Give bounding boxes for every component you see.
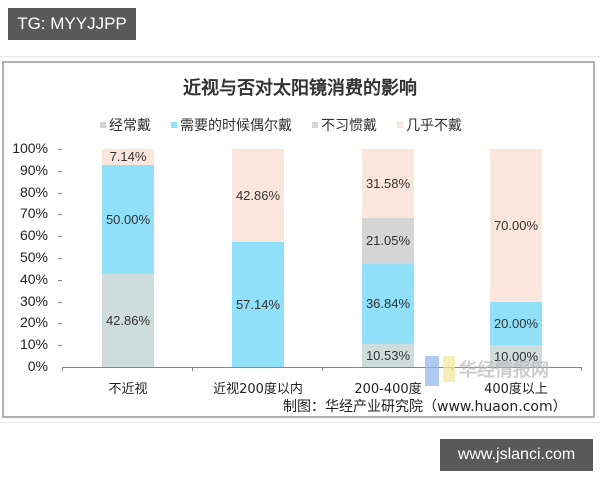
- watermark-logo-icon: [425, 356, 439, 386]
- bar-segment-rarely: 7.14%: [102, 149, 154, 165]
- legend-swatch-icon: [171, 122, 177, 128]
- legend-item-not-used-to: 不习惯戴: [312, 115, 377, 135]
- legend-label: 不习惯戴: [321, 118, 377, 134]
- bar-200-400: 10.53% 36.84% 21.05% 31.58%: [362, 149, 414, 367]
- legend-swatch-icon: [100, 122, 106, 128]
- y-tick-label: 20%: [19, 314, 48, 330]
- segment-label: 10.00%: [493, 348, 539, 364]
- segment-label: 20.00%: [493, 315, 539, 331]
- watermark: 华经情报网: [425, 356, 549, 386]
- bar-under-200: 57.14% 42.86%: [232, 149, 284, 367]
- y-tick-label: 60%: [19, 227, 48, 243]
- chart-source: 制图：华经产业研究院（www.huaon.com）: [283, 399, 567, 415]
- chart-title: 近视与否对太阳镜消费的影响: [183, 78, 417, 99]
- chart-legend: 经常戴 需要的时候偶尔戴 不习惯戴 几乎不戴: [100, 115, 462, 135]
- y-tick-label: 0%: [27, 358, 48, 374]
- y-tick-label: 40%: [19, 271, 48, 287]
- legend-item-rarely: 几乎不戴: [397, 115, 462, 135]
- legend-item-often: 经常戴: [100, 115, 151, 135]
- segment-label: 10.53%: [365, 348, 411, 363]
- segment-label: 42.86%: [235, 188, 281, 204]
- bar-segment-not-used-to: 21.05%: [362, 217, 414, 264]
- y-tick-label: 50%: [19, 249, 48, 265]
- legend-label: 几乎不戴: [406, 118, 462, 134]
- tag-top-left: TG: MYYJJPP: [8, 8, 136, 40]
- bar-segment-rarely: 70.00%: [490, 149, 542, 302]
- bar-segment-often: 10.53%: [362, 344, 414, 367]
- x-label-under-200: 近视200度以内: [213, 382, 303, 397]
- segment-label: 50.00%: [105, 211, 151, 227]
- y-tick-label: 90%: [19, 162, 48, 178]
- y-tick: [58, 193, 62, 194]
- bar-segment-rarely: 31.58%: [362, 149, 414, 218]
- bar-segment-often: 10.00%: [490, 345, 542, 367]
- tag-bottom-right: www.jslanci.com: [440, 439, 593, 471]
- y-tick-label: 30%: [19, 293, 48, 309]
- y-tick: [58, 258, 62, 259]
- segment-label: 57.14%: [235, 297, 281, 313]
- divider-bottom: [0, 422, 600, 423]
- y-tick: [58, 323, 62, 324]
- x-tick: [192, 367, 193, 371]
- legend-swatch-icon: [312, 122, 318, 128]
- divider-top: [0, 56, 600, 57]
- watermark-logo-icon: [443, 356, 455, 382]
- bar-no-myopia: 42.86% 50.00% 7.14%: [102, 149, 154, 367]
- bar-segment-often: 42.86%: [102, 273, 154, 367]
- segment-label: 7.14%: [109, 149, 147, 165]
- y-tick: [58, 171, 62, 172]
- y-tick-label: 10%: [19, 336, 48, 352]
- segment-label: 70.00%: [493, 217, 539, 233]
- segment-label: 36.84%: [365, 296, 411, 312]
- x-tick: [581, 367, 582, 371]
- x-tick: [62, 367, 63, 371]
- y-tick: [58, 345, 62, 346]
- bar-segment-rarely: 42.86%: [232, 149, 284, 243]
- x-label-200-400: 200-400度: [354, 382, 422, 397]
- bar-segment-occasionally: 57.14%: [232, 242, 284, 367]
- bar-segment-occasionally: 50.00%: [102, 164, 154, 274]
- x-label-over-400: 400度以上: [484, 382, 548, 397]
- bar-segment-occasionally: 36.84%: [362, 263, 414, 344]
- y-tick: [58, 280, 62, 281]
- y-tick: [58, 149, 62, 150]
- legend-label: 经常戴: [109, 118, 151, 134]
- segment-label: 31.58%: [365, 175, 411, 191]
- y-tick: [58, 214, 62, 215]
- segment-label: 42.86%: [105, 312, 151, 328]
- x-label-no-myopia: 不近视: [108, 382, 148, 397]
- legend-label: 需要的时候偶尔戴: [180, 118, 292, 134]
- legend-swatch-icon: [397, 122, 403, 128]
- bar-over-400: 10.00% 20.00% 70.00%: [490, 149, 542, 367]
- legend-item-occasionally: 需要的时候偶尔戴: [171, 115, 292, 135]
- y-tick-label: 80%: [19, 184, 48, 200]
- y-tick-label: 100%: [12, 140, 48, 156]
- y-tick: [58, 302, 62, 303]
- y-tick-label: 70%: [19, 205, 48, 221]
- segment-label: 21.05%: [365, 233, 411, 249]
- bar-segment-occasionally: 20.00%: [490, 301, 542, 346]
- y-tick: [58, 236, 62, 237]
- watermark-text: 华经情报网: [459, 360, 549, 381]
- x-tick: [322, 367, 323, 371]
